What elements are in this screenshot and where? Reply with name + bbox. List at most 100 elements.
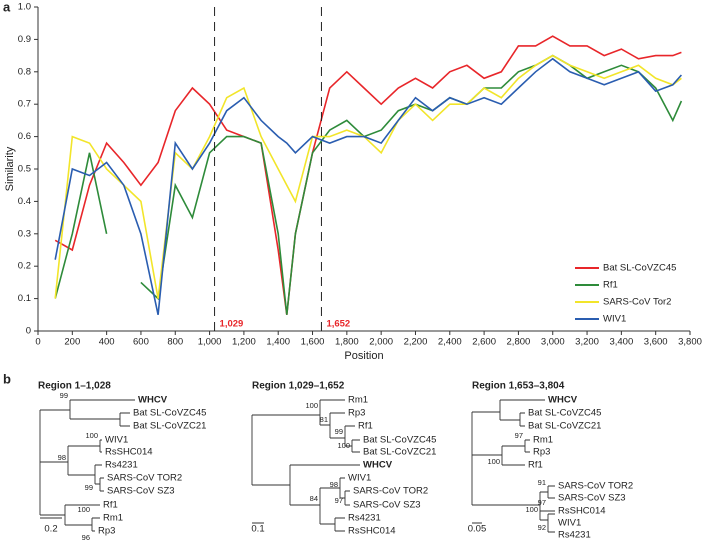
y-tick-label: 0.8 [18,66,31,77]
x-tick-label: 3,000 [541,337,565,348]
bootstrap-value: 91 [538,478,546,487]
x-tick-label: 3,800 [678,337,702,348]
tree-leaf: Rf1 [358,421,373,432]
legend-label: Bat SL-CoVZC45 [603,263,676,274]
y-tick-label: 0.9 [18,34,31,45]
bootstrap-value: 81 [320,415,328,424]
bootstrap-value: 100 [487,457,500,466]
x-tick-label: 3,600 [644,337,668,348]
y-tick-label: 0.6 [18,131,31,142]
x-axis-label: Position [344,350,383,362]
y-tick-label: 0.5 [18,164,31,175]
tree-leaf: Bat SL-CoVZC45 [528,408,601,419]
breakpoint-label: 1,652 [326,319,350,330]
scale-label: 0.05 [468,524,487,535]
y-tick-label: 0 [26,326,31,337]
legend-label: WIV1 [603,314,626,325]
tree-leaf: Bat SL-CoVZC21 [528,421,601,432]
bootstrap-value: 98 [330,480,338,489]
x-tick-label: 2,800 [507,337,531,348]
bootstrap-value: 99 [85,483,93,492]
bootstrap-value: 99 [60,391,68,400]
bootstrap-value: 98 [58,453,66,462]
y-tick-label: 0.1 [18,293,31,304]
x-tick-label: 600 [133,337,149,348]
x-tick-label: 200 [64,337,80,348]
y-tick-label: 0.2 [18,261,31,272]
bootstrap-value: 97 [515,431,523,440]
legend-label: Rf1 [603,280,618,291]
bootstrap-value: 97 [538,498,546,507]
tree-branches [39,399,555,533]
bootstrap-value: 99 [335,427,343,436]
bootstrap-value: 100 [77,505,90,514]
y-tick-label: 0.3 [18,228,31,239]
x-tick-label: 2,400 [438,337,462,348]
tree-leaf: Rp3 [98,526,115,537]
y-tick-label: 0.7 [18,99,31,110]
tree-leaf: WIV1 [558,518,581,529]
x-tick-label: 0 [35,337,40,348]
tree-title: Region 1,029–1,652 [252,381,345,392]
bootstrap-value: 100 [337,441,350,450]
bootstrap-value: 100 [305,401,318,410]
tree-leaf: Rp3 [533,447,550,458]
tree-leaf: SARS-CoV SZ3 [558,493,626,504]
tree-leaf: Bat SL-CoVZC45 [133,408,206,419]
panel-label: a [3,0,11,14]
tree-leaf: WIV1 [105,435,128,446]
y-axis-label: Similarity [4,146,16,191]
tree-leaf: WHCV [363,460,393,471]
tree-leaf: Rs4231 [105,460,138,471]
tree-leaf: SARS-CoV SZ3 [353,500,421,511]
series-line [54,35,682,315]
tree-leaf: SARS-CoV TOR2 [107,473,182,484]
tree-leaf: Bat SL-CoVZC45 [363,435,436,446]
bootstrap-value: 100 [85,431,98,440]
tree-leaf: Rm1 [533,435,553,446]
tree-leaf: WHCV [138,395,168,406]
tree-leaf: RsSHC014 [558,506,606,517]
x-tick-label: 2,200 [404,337,428,348]
tree-leaf: Rf1 [103,500,118,511]
tree-leaf: RsSHC014 [105,447,153,458]
tree-leaf: RsSHC014 [348,526,396,537]
tree-title: Region 1,653–3,804 [472,381,565,392]
breakpoint-label: 1,029 [220,319,244,330]
bootstrap-value: 100 [525,505,538,514]
bootstrap-value: 97 [335,496,343,505]
x-tick-label: 3,400 [609,337,633,348]
tree-leaf: SARS-CoV TOR2 [558,481,633,492]
series-line [54,57,683,315]
tree-leaf: Rf1 [528,460,543,471]
tree-leaf: Bat SL-CoVZC21 [363,447,436,458]
panel-label: b [3,371,11,386]
tree-leaf: Rs4231 [348,513,381,524]
tree-leaf: Rp3 [348,408,365,419]
x-tick-label: 800 [167,337,183,348]
x-tick-label: 1,800 [335,337,359,348]
tree-leaf: WIV1 [348,473,371,484]
legend-label: SARS-CoV Tor2 [603,297,671,308]
tree-leaf: Rm1 [103,513,123,524]
scale-label: 0.1 [251,524,264,535]
x-tick-label: 2,000 [369,337,393,348]
x-tick-label: 1,400 [266,337,290,348]
tree-leaf: SARS-CoV TOR2 [353,486,428,497]
tree-leaf: Rs4231 [558,530,591,541]
x-tick-label: 2,600 [472,337,496,348]
tree-leaf: Rm1 [348,395,368,406]
bootstrap-value: 96 [82,533,90,542]
x-tick-label: 400 [99,337,115,348]
tree-leaf: SARS-CoV SZ3 [107,486,175,497]
x-tick-label: 3,200 [575,337,599,348]
y-tick-label: 0.4 [18,196,31,207]
y-tick-label: 1.0 [18,2,31,13]
bootstrap-value: 84 [310,494,318,503]
bootstrap-value: 92 [538,523,546,532]
tree-leaf: Bat SL-CoVZC21 [133,421,206,432]
x-tick-label: 1,000 [198,337,222,348]
x-tick-label: 1,600 [301,337,325,348]
tree-leaf: WHCV [548,395,578,406]
